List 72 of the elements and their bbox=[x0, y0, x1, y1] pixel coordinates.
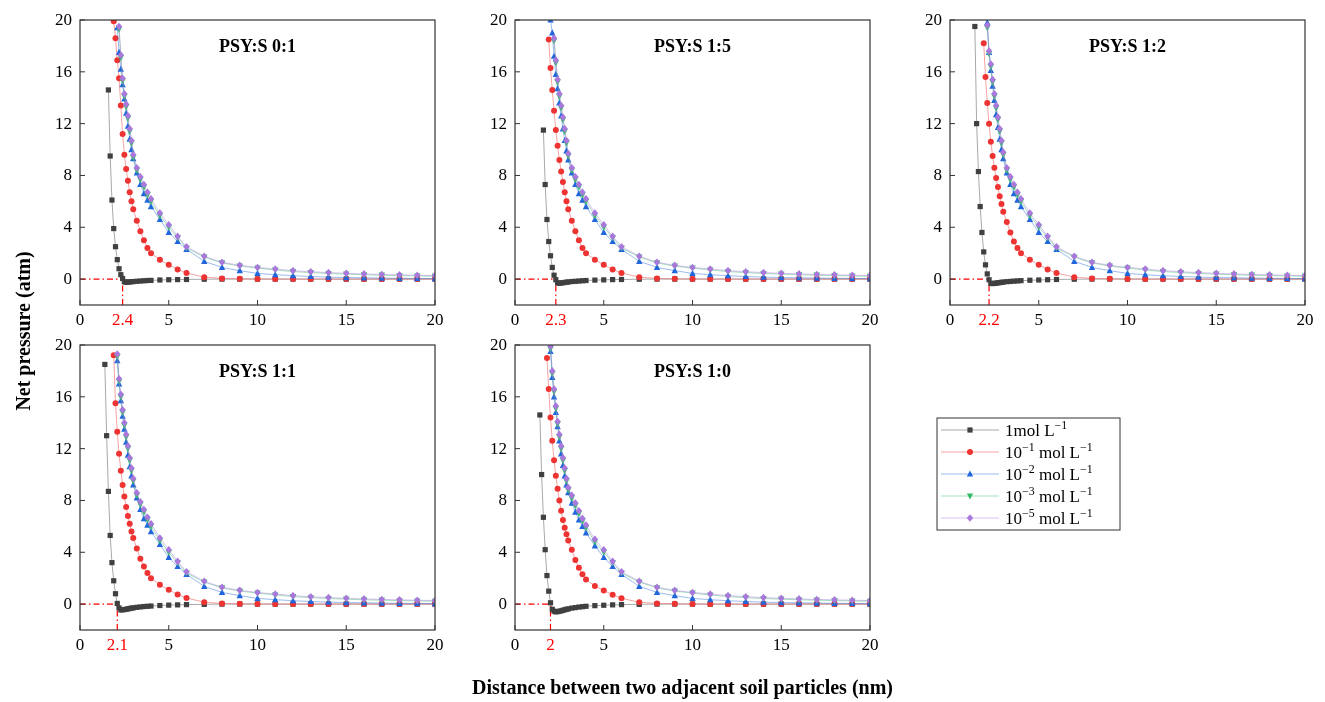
legend-label: 10$^{−2}$ mol L$^{−1}$ bbox=[1005, 462, 1093, 484]
y-tick-label: 16 bbox=[490, 386, 507, 406]
x-axis-title: Distance between two adjacent soil particles (nm) bbox=[471, 676, 894, 699]
x-tick-label: 20 bbox=[426, 310, 444, 329]
text: PSY:S 1:2 bbox=[1089, 36, 1166, 56]
y-tick-label: 12 bbox=[925, 113, 942, 133]
text: PSY:S 1:5 bbox=[654, 36, 731, 56]
ref-line-label: 2.1 bbox=[106, 635, 128, 654]
x-tick-label: 0 bbox=[75, 635, 85, 654]
y-tick-label: 8 bbox=[498, 165, 507, 185]
x-tick-label: 20 bbox=[861, 310, 879, 329]
text: PSY:S 1:1 bbox=[219, 361, 296, 381]
ref-line-label: 2.4 bbox=[111, 310, 134, 329]
y-tick-label: 12 bbox=[55, 113, 72, 133]
x-tick-label: 10 bbox=[1119, 310, 1136, 329]
x-tick-label: 20 bbox=[861, 635, 879, 654]
y-tick-label: 16 bbox=[925, 61, 942, 81]
y-tick-label: 20 bbox=[55, 10, 72, 29]
x-tick-label: 10 bbox=[684, 310, 701, 329]
x-tick-label: 10 bbox=[684, 635, 701, 654]
x-tick-label: 0 bbox=[510, 310, 520, 329]
x-tick-label: 15 bbox=[772, 310, 790, 329]
x-tick-label: 5 bbox=[599, 635, 608, 654]
x-tick-label: 20 bbox=[426, 635, 444, 654]
y-tick-label: 20 bbox=[925, 10, 942, 29]
x-tick-label: 20 bbox=[1296, 310, 1314, 329]
y-tick-label: 12 bbox=[490, 438, 507, 458]
x-tick-label: 15 bbox=[772, 635, 790, 654]
y-tick-label: 12 bbox=[55, 438, 72, 458]
ref-line-label: 2.3 bbox=[545, 310, 567, 329]
y-tick-label: 8 bbox=[63, 165, 72, 185]
x-tick-label: 10 bbox=[249, 635, 266, 654]
y-tick-label: 16 bbox=[55, 386, 72, 406]
y-tick-label: 20 bbox=[55, 335, 72, 354]
x-tick-label: 0 bbox=[945, 310, 955, 329]
text: PSY:S 1:0 bbox=[654, 361, 731, 381]
y-tick-label: 4 bbox=[498, 217, 508, 237]
x-tick-label: 15 bbox=[1207, 310, 1225, 329]
y-tick-label: 8 bbox=[63, 490, 72, 510]
x-tick-label: 15 bbox=[337, 635, 355, 654]
y-tick-label: 8 bbox=[933, 165, 942, 185]
x-tick-label: 0 bbox=[75, 310, 85, 329]
legend-label: 10$^{−1}$ mol L$^{−1}$ bbox=[1005, 440, 1093, 462]
y-tick-label: 4 bbox=[63, 217, 73, 237]
y-tick-label: 4 bbox=[63, 542, 73, 562]
x-tick-label: 10 bbox=[249, 310, 266, 329]
y-axis-title: Net pressure (atm) bbox=[12, 251, 35, 411]
x-tick-label: 5 bbox=[164, 635, 173, 654]
y-tick-label: 0 bbox=[933, 269, 942, 289]
y-tick-label: 12 bbox=[490, 113, 507, 133]
y-tick-label: 20 bbox=[490, 10, 507, 29]
text: PSY:S 0:1 bbox=[219, 36, 296, 56]
x-tick-label: 5 bbox=[164, 310, 173, 329]
x-tick-label: 15 bbox=[337, 310, 355, 329]
y-tick-label: 20 bbox=[490, 335, 507, 354]
y-tick-label: 0 bbox=[63, 269, 72, 289]
ref-line-label: 2 bbox=[546, 635, 555, 654]
legend-label: 10$^{−3}$ mol L$^{−1}$ bbox=[1005, 484, 1093, 506]
y-tick-label: 0 bbox=[63, 594, 72, 614]
y-tick-label: 8 bbox=[498, 490, 507, 510]
ref-line-label: 2.2 bbox=[978, 310, 1000, 329]
x-tick-label: 5 bbox=[599, 310, 608, 329]
y-tick-label: 16 bbox=[55, 61, 72, 81]
y-tick-label: 4 bbox=[498, 542, 508, 562]
y-tick-label: 4 bbox=[933, 217, 943, 237]
y-tick-label: 0 bbox=[498, 594, 507, 614]
legend-label: 10$^{−5}$ mol L$^{−1}$ bbox=[1005, 506, 1093, 528]
y-tick-label: 16 bbox=[490, 61, 507, 81]
x-tick-label: 0 bbox=[510, 635, 520, 654]
x-tick-label: 5 bbox=[1034, 310, 1043, 329]
y-tick-label: 0 bbox=[498, 269, 507, 289]
legend-label: 1mol L$^{−1}$ bbox=[1005, 418, 1068, 440]
